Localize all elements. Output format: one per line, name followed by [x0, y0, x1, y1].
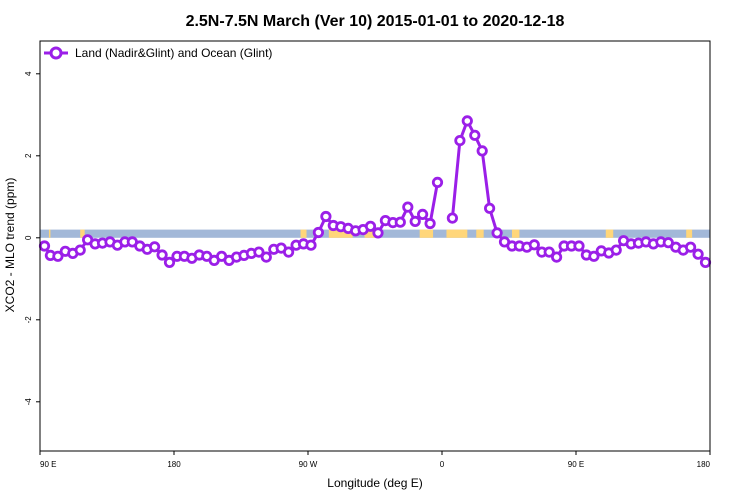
data-point: [483, 202, 496, 214]
land-band: [419, 229, 434, 238]
data-point: [305, 239, 317, 251]
land-band: [446, 229, 468, 238]
data-point: [454, 135, 466, 147]
x-axis-label: Longitude (deg E): [327, 476, 422, 490]
chart-title: 2.5N-7.5N March (Ver 10) 2015-01-01 to 2…: [186, 13, 565, 30]
series-layer: [38, 115, 712, 268]
data-point: [52, 250, 64, 262]
land-band: [48, 229, 51, 238]
land-band: [686, 229, 693, 238]
data-point: [260, 251, 272, 263]
x-axis-ticks: 90 E 180 90 W 0 90 E 180: [39, 451, 711, 469]
x-tick-label: 180: [167, 460, 181, 469]
land-band: [328, 229, 353, 238]
y-axis-ticks: -4 -2 0 2 4: [24, 71, 40, 405]
data-point: [312, 226, 324, 239]
data-point: [446, 212, 458, 224]
y-tick-label: 0: [24, 235, 33, 240]
plot-frame: [39, 40, 711, 452]
data-point: [461, 115, 473, 127]
legend-entry-label: Land (Nadir&Glint) and Ocean (Glint): [75, 46, 272, 60]
x-tick-label: 0: [440, 460, 445, 469]
land-band: [605, 229, 614, 238]
data-point: [469, 129, 481, 141]
data-point: [528, 239, 540, 251]
x-tick-label: 90 W: [299, 460, 318, 469]
data-point: [699, 256, 712, 268]
x-tick-label: 90 E: [568, 460, 584, 469]
data-point: [156, 249, 168, 261]
land-band: [476, 229, 484, 238]
y-tick-label: 2: [24, 153, 33, 158]
data-point: [364, 220, 377, 232]
data-point: [282, 246, 295, 258]
series-line: [43, 182, 439, 264]
data-point: [372, 227, 384, 239]
data-point: [610, 244, 622, 256]
land-band: [364, 229, 377, 238]
y-tick-label: 4: [24, 71, 33, 76]
data-point: [692, 248, 704, 260]
data-point: [394, 216, 406, 228]
x-tick-label: 90 E: [40, 460, 56, 469]
data-point: [74, 244, 86, 256]
land-band: [300, 229, 307, 238]
data-point: [253, 246, 265, 258]
data-point: [320, 210, 332, 223]
y-tick-label: -4: [24, 398, 33, 406]
data-point: [588, 250, 600, 262]
legend: Land (Nadir&Glint) and Ocean (Glint): [44, 46, 272, 60]
y-tick-label: -2: [24, 316, 33, 324]
data-point: [543, 246, 555, 258]
data-point: [491, 227, 503, 239]
data-point: [550, 251, 563, 263]
data-point: [416, 208, 429, 220]
data-point: [476, 145, 488, 157]
data-point: [402, 201, 414, 213]
x-tick-label: 180: [697, 460, 711, 469]
data-point: [163, 256, 176, 268]
data-point: [424, 217, 436, 230]
y-axis-label: XCO2 - MLO trend (ppm): [3, 178, 17, 313]
land-band: [80, 229, 85, 238]
data-point: [149, 241, 161, 253]
data-point: [573, 240, 585, 252]
data-point: [684, 241, 697, 253]
legend-marker-swatch: [49, 46, 63, 60]
land-band: [511, 229, 520, 238]
data-point: [431, 176, 444, 188]
data-point: [409, 215, 421, 227]
data-point: [38, 240, 51, 252]
